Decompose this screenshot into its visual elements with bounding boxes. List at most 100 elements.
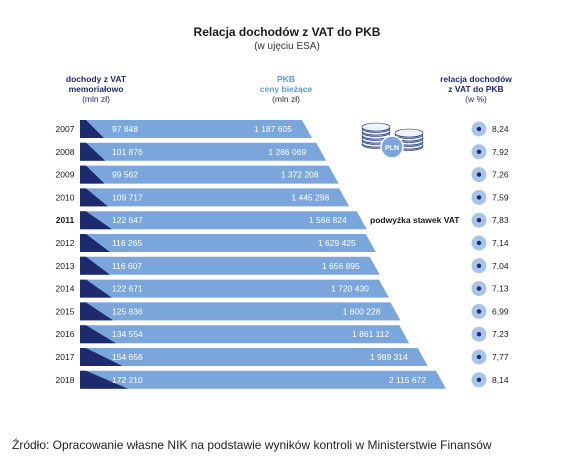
coin-stack-icon [394,128,424,138]
vat-header-line: dochody z VAT [66,74,127,84]
ratio-bullet-dot [476,149,482,154]
vat-value-label: 116 607 [112,261,142,271]
vat-header-line: (mln zł) [82,94,110,104]
vat-bar [80,256,111,275]
year-label: 2018 [56,375,75,385]
vat-value-label: 109 717 [112,192,143,202]
ratio-value-label: 7,04 [492,261,509,271]
ratio-bullet-dot [476,195,482,200]
gdp-bar [80,120,312,138]
ratio-header-line: relacja dochodów [440,74,512,84]
ratio-value-label: 7,59 [492,192,509,202]
ratio-value-label: 7,77 [492,352,509,362]
ratio-bullet-dot [476,286,482,291]
vat-bar [80,142,106,161]
year-label: 2017 [56,352,75,362]
vat-bar [80,165,105,184]
vat-bar [80,302,114,321]
ratio-value-label: 6,99 [492,306,509,316]
ratio-bullet-dot [476,332,482,337]
vat-value-label: 116 265 [112,238,142,248]
gdp-value-label: 1 720 430 [331,284,369,294]
gdp-value-label: 1 989 314 [370,352,408,362]
vat-value-label: 122 671 [112,284,143,294]
gdp-header-line: (mln zł) [272,94,300,104]
gdp-value-label: 1 286 069 [268,147,306,157]
year-label: 2007 [56,124,75,134]
ratio-value-label: 7,26 [492,170,509,180]
ratio-value-label: 7,23 [492,329,509,339]
gdp-bar [80,142,327,161]
vat-value-label: 97 848 [112,124,138,134]
vat-value-label: 101 876 [112,147,143,157]
gdp-value-label: 1 861 112 [352,329,389,339]
ratio-bullet-dot [476,263,482,268]
ratio-value-label: 7,14 [492,238,509,248]
coin-stack-icon [380,135,404,159]
vat-value-label: 125 836 [112,306,143,316]
source-note: Źródło: Opracowanie własne NIK na podsta… [12,438,492,452]
vat-bar [80,325,116,344]
ratio-bullet-dot [476,240,482,246]
ratio-bullet-dot [476,377,482,382]
year-label: 2014 [56,284,75,294]
vat-bar [80,234,110,252]
gdp-bar [80,302,401,321]
year-label: 2011 [56,215,75,225]
ratio-header-line: z VAT do PKB [448,84,503,94]
ratio-value-label: 7,13 [492,284,509,294]
coin-stack-icon [361,122,391,132]
vat-value-label: 154 656 [112,352,143,362]
vat-bar [80,348,123,366]
gdp-header-line: ceny bieżące [260,84,313,94]
chart-title: Relacja dochodów z VAT do PKB [194,25,381,39]
ratio-header-line: (w %) [465,94,487,104]
gdp-bar [80,188,350,207]
vat-bar [80,279,113,298]
gdp-bar [80,234,376,252]
ratio-value-label: 7,92 [492,147,509,157]
gdp-bar [80,348,428,366]
gdp-value-label: 1 445 298 [291,192,329,202]
gdp-bar [80,370,446,389]
ratio-value-label: 8,14 [492,375,509,385]
ratio-value-label: 8,24 [492,124,509,134]
gdp-bar [80,279,389,298]
vat-header-line: memoriałowo [69,84,124,94]
gdp-value-label: 1 566 824 [309,215,347,225]
year-label: 2008 [56,147,75,157]
ratio-bullet-dot [476,126,482,132]
ratio-bullet-dot [476,172,482,177]
gdp-bar [80,211,367,230]
year-label: 2013 [56,261,75,271]
year-label: 2009 [56,170,75,180]
gdp-bar [80,256,380,275]
year-label: 2012 [56,238,75,248]
vat-value-label: 99 562 [112,170,138,180]
vat-bar [80,370,128,389]
gdp-value-label: 1 800 228 [343,306,381,316]
gdp-value-label: 2 115 672 [389,375,426,385]
gdp-bar [80,325,410,344]
ratio-bullet-dot [476,309,482,314]
year-label: 2016 [56,329,75,339]
year-label: 2015 [56,306,75,316]
gdp-value-label: 1 629 425 [318,238,356,248]
gdp-bar [80,165,339,184]
vat-value-label: 134 554 [112,329,143,339]
gdp-header-line: PKB [277,74,295,84]
vat-bar [80,188,108,207]
ratio-bullet-dot [476,354,482,360]
ratio-value-label: 7,83 [492,215,509,225]
gdp-value-label: 1 656 895 [322,261,360,271]
vat-bar [80,211,113,230]
annotation-text: podwyżka stawek VAT [370,215,460,225]
vat-value-label: 172 210 [112,375,143,385]
ratio-bullet-dot [476,218,482,223]
gdp-value-label: 1 372 208 [281,170,319,180]
vat-value-label: 122 647 [112,215,143,225]
vat-bar [80,120,104,138]
gdp-value-label: 1 187 605 [254,124,292,134]
coin-stack-icon-label: PLN [385,145,399,152]
